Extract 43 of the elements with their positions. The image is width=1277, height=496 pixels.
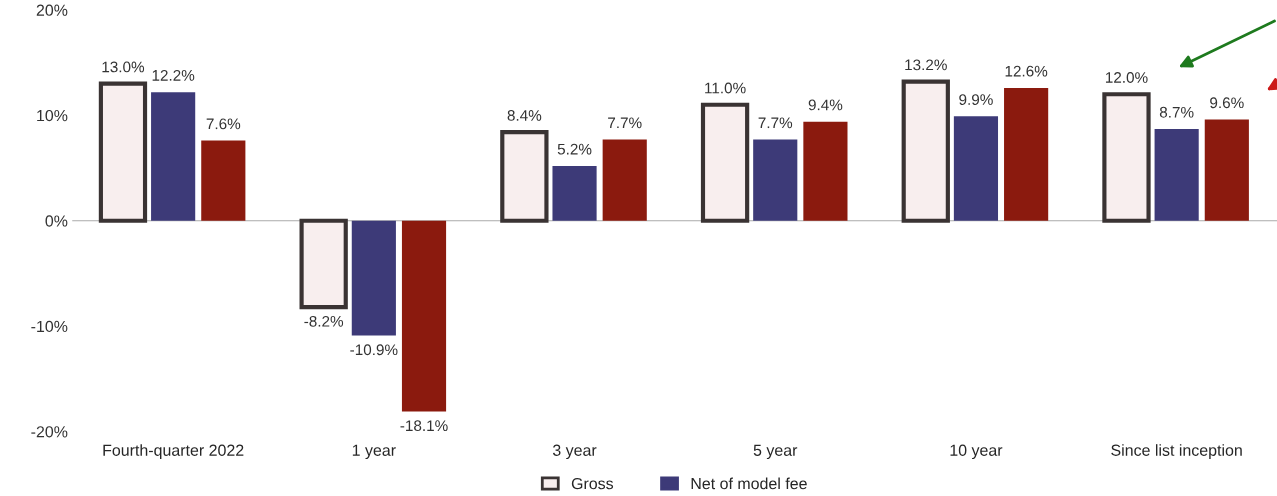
bar <box>1154 129 1199 221</box>
data-label: 8.4% <box>507 110 542 121</box>
bar <box>602 139 647 221</box>
data-label: 11.0% <box>705 82 746 94</box>
data-label: 8.7% <box>1159 106 1194 118</box>
y-tick-label: -10% <box>31 320 68 333</box>
bar <box>1204 119 1249 221</box>
data-label: 7.7% <box>608 117 642 129</box>
x-tick-label: 3 year <box>552 444 597 460</box>
data-label: 9.4% <box>808 99 843 111</box>
data-label: 12.2% <box>152 69 195 81</box>
legend-label: Gross <box>571 477 614 490</box>
data-label: 5.2% <box>557 143 592 155</box>
data-label: 13.2% <box>905 59 947 71</box>
y-tick-label: 0% <box>45 215 68 227</box>
x-tick-label: Since list inception <box>1111 444 1242 460</box>
data-label: -8.2% <box>304 315 344 327</box>
data-label: -18.1% <box>400 420 448 432</box>
bar <box>803 121 848 221</box>
bar <box>1004 87 1049 221</box>
bar <box>351 220 396 336</box>
data-label: 12.6% <box>1005 65 1048 77</box>
y-tick-label: -20% <box>31 426 68 438</box>
bar <box>151 92 196 221</box>
x-tick-label: 5 year <box>753 444 798 460</box>
data-label: -10.9% <box>350 344 398 356</box>
data-label: 9.6% <box>1210 97 1244 109</box>
data-label: 12.0% <box>1105 72 1148 83</box>
bar <box>552 165 597 221</box>
bar <box>753 139 798 221</box>
bar <box>401 220 447 412</box>
data-label: 7.7% <box>758 117 793 129</box>
x-tick-label: Fourth-quarter 2022 <box>103 444 244 460</box>
bar <box>953 116 999 221</box>
x-tick-label: 1 year <box>352 444 396 460</box>
x-tick-label: 10 year <box>950 444 1003 460</box>
data-label: 13.0% <box>102 61 145 73</box>
y-tick-label: 20% <box>36 4 68 16</box>
legend-label: Net of model fee <box>691 477 807 490</box>
data-label: 9.9% <box>959 94 993 106</box>
y-tick-label: 10% <box>37 109 68 122</box>
data-label: 7.6% <box>206 118 241 130</box>
bar <box>201 140 246 221</box>
